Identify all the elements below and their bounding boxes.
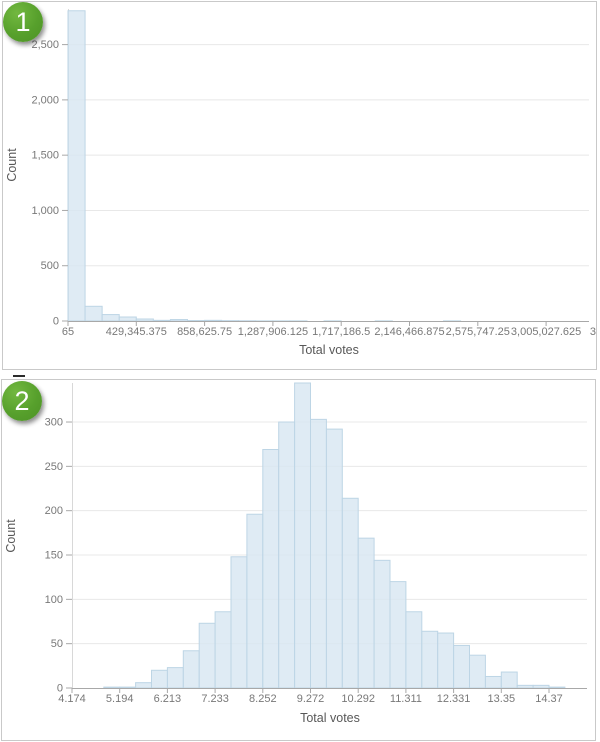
histogram-bar [166, 667, 184, 689]
histogram-bar [341, 497, 359, 689]
histogram-bar [500, 671, 518, 689]
step-badge-1: 1 [3, 2, 43, 42]
histogram-log-total-votes: 0 50 100 150 200 250 300 4.174 5.194 6.213 7.233 8.… [4, 382, 587, 725]
x-tick-label: 11.311 [390, 693, 422, 705]
histogram-panel-1: 0 500 1,000 1,500 2,000 2,500 65 429,345.375 858… [2, 1, 597, 370]
histogram-bar [405, 611, 423, 689]
y-tick-label: 150 [45, 550, 63, 562]
histogram-bar [67, 10, 86, 322]
histogram-bar [230, 556, 248, 689]
x-tick-label: 7.233 [201, 693, 229, 705]
y-tick-label: 200 [45, 505, 63, 517]
x-tick-label: 9.272 [297, 693, 325, 705]
y-axis-title: Count [5, 148, 19, 182]
y-tick-label: 1,000 [31, 205, 59, 217]
histogram-bar [135, 318, 154, 322]
x-tick-label: 10.292 [341, 693, 375, 705]
y-axis-title: Count [4, 519, 18, 553]
histogram-bar [453, 644, 471, 689]
x-tick-label: 8.252 [249, 693, 277, 705]
histogram-bar [389, 581, 407, 689]
histogram-bar [118, 316, 137, 322]
x-tick-label: 858,625.75 [177, 326, 232, 338]
histogram-panel-2: 0 50 100 150 200 250 300 4.174 5.194 6.213 7.233 8.… [1, 379, 596, 741]
histogram-bar [169, 319, 188, 322]
histogram-bar [151, 669, 168, 689]
y-tick-label: 0 [53, 316, 59, 328]
x-tick-label: 65 [62, 326, 74, 338]
y-tick-label: 500 [41, 260, 59, 272]
x-tick-label: 6.213 [154, 693, 182, 705]
histogram-bar [101, 314, 120, 322]
y-tick-label: 2,500 [31, 39, 59, 51]
histogram-bar [373, 559, 391, 689]
histogram-bar [325, 428, 343, 689]
histogram-bar [357, 537, 375, 689]
histogram-bar [278, 421, 296, 689]
y-tick-label: 300 [45, 417, 63, 429]
x-tick-label: 4.174 [58, 693, 86, 705]
histogram-bar [548, 686, 566, 689]
histogram-bar [516, 684, 534, 689]
dark-dash-artifact [13, 375, 25, 377]
histogram-bar [135, 682, 153, 689]
histogram-bar [469, 654, 486, 689]
step-badge-2-number: 2 [14, 385, 30, 416]
x-tick-label: 1,717,186.5 [312, 326, 370, 338]
histogram-bar [246, 513, 264, 689]
histogram-bar [182, 650, 200, 689]
x-tick-label: 13.35 [488, 693, 516, 705]
step-badge-1-number: 1 [15, 6, 31, 37]
histogram-bar [119, 686, 137, 689]
x-tick-label: 5.194 [106, 693, 134, 705]
x-tick-label: 429,345.375 [106, 326, 167, 338]
histogram-bar [294, 382, 312, 689]
x-tick-label: 2,146,466.875 [374, 326, 444, 338]
histogram-bar [198, 622, 216, 689]
x-axis-title: Total votes [300, 711, 360, 725]
histogram-bar [262, 449, 280, 689]
x-tick-label: 3,434,308 [590, 326, 596, 338]
y-tick-label: 1,500 [31, 150, 59, 162]
histogram-bar [532, 684, 550, 689]
histogram-bar [152, 319, 171, 322]
y-tick-label: 100 [45, 594, 63, 606]
histogram-bar [310, 418, 327, 689]
x-axis-title: Total votes [299, 343, 359, 357]
x-tick-label: 14.37 [535, 693, 563, 705]
histogram-bar [214, 611, 232, 689]
y-tick-label: 0 [57, 683, 63, 695]
histogram-raw-total-votes: 0 500 1,000 1,500 2,000 2,500 65 429,345.375 858… [5, 9, 596, 357]
histogram-bar [103, 686, 121, 689]
histogram-bar [484, 675, 502, 689]
histogram-bar [437, 632, 455, 689]
x-tick-label: 3,005,027.625 [511, 326, 581, 338]
histogram-bar [84, 305, 103, 322]
histogram-bar [204, 319, 223, 322]
x-tick-label: 2,575,747.25 [446, 326, 510, 338]
y-tick-label: 50 [51, 638, 63, 650]
x-tick-label: 12.331 [437, 693, 471, 705]
y-tick-label: 250 [45, 461, 63, 473]
y-tick-label: 2,000 [31, 94, 59, 106]
x-tick-label: 1,287,906.125 [238, 326, 308, 338]
step-badge-2: 2 [2, 381, 42, 421]
histogram-bar [421, 630, 439, 689]
